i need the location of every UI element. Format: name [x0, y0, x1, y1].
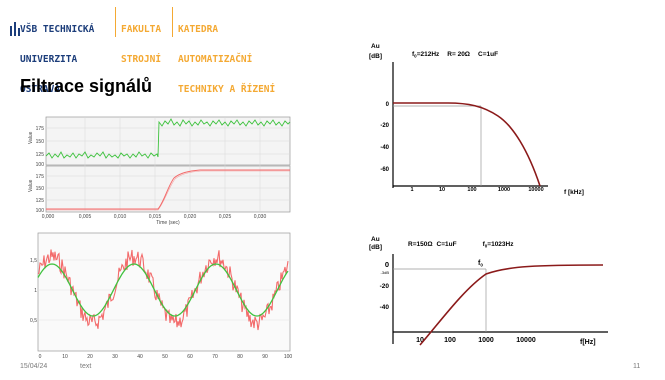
tick-label: 150 [36, 186, 45, 192]
tick-label: -60 [380, 167, 389, 173]
tick-label: 10 [439, 187, 445, 193]
tick-label: 10000 [528, 187, 543, 193]
tick-label: 0,025 [219, 214, 232, 220]
page-number: 11 [633, 363, 641, 370]
tick-label: -20 [380, 123, 389, 129]
university-line-3: OSTRAVA [20, 84, 61, 95]
department-line-2: AUTOMATIZAČNÍ [178, 54, 253, 65]
step-xlabel: Time (sec) [156, 220, 180, 226]
tick-label: 0 [39, 354, 42, 360]
department-line-1: KATEDRA [178, 24, 219, 35]
bode-bottom-ylabel-2: [dB] [369, 244, 382, 251]
logo-divider [115, 7, 116, 37]
bode-top-ylabel-2: [dB] [369, 53, 382, 60]
tick-label: 0,000 [42, 214, 55, 220]
university-logo-icon [10, 22, 20, 36]
filtered-sine-signal [37, 263, 289, 317]
tick-label: 0,015 [149, 214, 162, 220]
tick-label: 175 [36, 174, 45, 180]
tick-label: 0 [385, 260, 389, 269]
tick-label: 10 [416, 337, 424, 344]
tick-label: 10000 [516, 337, 536, 344]
footer-text: text [80, 363, 92, 370]
tick-label: 0,030 [254, 214, 267, 220]
tick-label: 1,5 [30, 258, 37, 264]
tick-label: 60 [187, 354, 193, 360]
sine-filter-chart: 1,5 1 0,5 0 10 20 30 40 50 60 70 80 90 1… [28, 229, 294, 360]
tick-label: 70 [212, 354, 218, 360]
faculty-line-2: STROJNÍ [121, 54, 162, 65]
university-line-1: VŠB TECHNICKÁ [20, 24, 95, 35]
bode-highpass-chart: Au [dB] R=150Ω C=1uF f0=1023Hz 0 -3dB -20 … [369, 236, 608, 346]
tick-label: 100 [36, 208, 45, 214]
tick-label: 1000 [478, 337, 494, 344]
department-name: KATEDRA AUTOMATIZAČNÍ TECHNIKY A ŘÍZENÍ [178, 5, 275, 115]
tick-label: 100 [467, 187, 476, 193]
tick-label: 125 [36, 198, 45, 204]
logo-divider [172, 7, 173, 37]
university-line-2: UNIVERZITA [20, 54, 78, 65]
tick-label: 50 [162, 354, 168, 360]
tick-label: 0,005 [79, 214, 92, 220]
tick-label: 100 [444, 337, 456, 344]
tick-label: 20 [87, 354, 93, 360]
tick-label: 1 [34, 288, 37, 294]
tick-label: 30 [112, 354, 118, 360]
cutoff-marker: f0 [478, 260, 483, 268]
filtered-step-signal [46, 169, 290, 210]
step-lower-ylabel: Value [28, 179, 34, 192]
tick-label: 150 [36, 139, 45, 145]
bode-bottom-ylabel-1: Au [371, 236, 380, 243]
tick-label: 90 [262, 354, 268, 360]
highpass-curve [419, 264, 604, 346]
bode-top-params: f0=212Hz R= 20Ω C=1uF [412, 51, 498, 59]
step-response-chart: Value Value 175 150 125 100 175 150 125 … [28, 114, 294, 226]
university-name: VŠB TECHNICKÁ UNIVERZITA OSTRAVA [20, 5, 94, 115]
tick-label: 0 [386, 102, 390, 108]
lowpass-curve [393, 102, 541, 187]
tick-label: -40 [380, 145, 389, 151]
tick-label: 100 [284, 354, 293, 360]
department-line-3: TECHNIKY A ŘÍZENÍ [178, 84, 276, 95]
tick-label: 1 [410, 187, 413, 193]
faculty-name: FAKULTA STROJNÍ [121, 5, 161, 85]
tick-label: 40 [137, 354, 143, 360]
tick-label: 0,5 [30, 318, 37, 324]
tick-label: 80 [237, 354, 243, 360]
tick-label: -20 [380, 283, 390, 290]
tick-label: 10 [62, 354, 68, 360]
tick-label: 0,020 [184, 214, 197, 220]
faculty-line-1: FAKULTA [121, 24, 162, 35]
bode-bottom-params: R=150Ω C=1uF f0=1023Hz [408, 241, 514, 249]
tick-label: -40 [380, 304, 390, 311]
noisy-sine-signal [37, 249, 289, 331]
footer-date: 15/04/24 [20, 363, 48, 370]
bode-bottom-xlabel: f[Hz] [580, 339, 596, 346]
tick-label: 100 [36, 162, 45, 168]
noisy-step-signal [45, 118, 291, 159]
slide-title: Filtrace signálů [20, 76, 153, 96]
bode-top-ylabel-1: Au [371, 43, 380, 50]
bode-lowpass-chart: Au [dB] f0=212Hz R= 20Ω C=1uF 0 -20 -40 -6… [369, 43, 584, 196]
tick-label: 175 [36, 126, 45, 132]
tick-label: 0,010 [114, 214, 127, 220]
step-upper-ylabel: Value [28, 131, 34, 144]
tick-label: -3dB [381, 270, 390, 275]
tick-label: 125 [36, 152, 45, 158]
bode-top-xlabel: f [kHz] [564, 189, 584, 196]
tick-label: 1000 [498, 187, 510, 193]
